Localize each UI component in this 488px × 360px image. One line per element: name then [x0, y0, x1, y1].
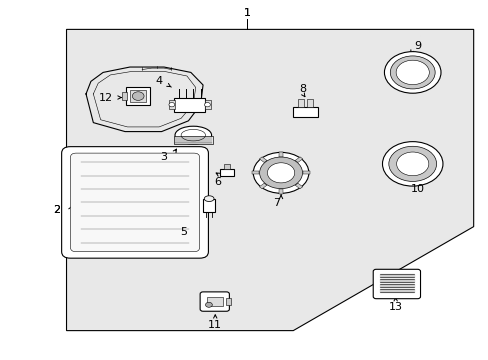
Text: 6: 6: [214, 177, 221, 187]
Bar: [259, 157, 266, 162]
Text: 8: 8: [299, 84, 306, 94]
Circle shape: [384, 51, 440, 93]
Text: 12: 12: [98, 93, 112, 103]
Circle shape: [253, 152, 308, 193]
Bar: [303, 171, 309, 174]
Circle shape: [389, 56, 434, 89]
Text: 5: 5: [180, 227, 187, 237]
Ellipse shape: [175, 126, 211, 144]
Bar: [295, 183, 302, 189]
Bar: [298, 99, 304, 107]
Bar: [220, 168, 233, 176]
Circle shape: [395, 60, 428, 85]
Bar: [130, 90, 146, 102]
Bar: [226, 298, 231, 305]
Bar: [126, 87, 150, 105]
Text: 9: 9: [413, 41, 420, 50]
Bar: [259, 183, 266, 189]
Circle shape: [396, 152, 428, 176]
Bar: [206, 297, 222, 306]
Circle shape: [267, 163, 294, 183]
Text: 1: 1: [243, 8, 250, 18]
Bar: [252, 171, 259, 174]
Bar: [122, 93, 127, 100]
Text: 10: 10: [410, 184, 424, 194]
Circle shape: [132, 92, 144, 100]
Text: 2: 2: [53, 206, 60, 216]
Text: 4: 4: [155, 76, 163, 86]
Circle shape: [382, 141, 442, 186]
Bar: [168, 100, 174, 109]
Bar: [279, 152, 283, 157]
Bar: [223, 164, 230, 168]
Text: 1: 1: [243, 8, 250, 18]
FancyBboxPatch shape: [61, 147, 208, 258]
Circle shape: [388, 146, 436, 181]
Circle shape: [205, 302, 212, 307]
Polygon shape: [66, 30, 473, 330]
Bar: [293, 107, 317, 117]
Text: 11: 11: [208, 320, 222, 330]
Bar: [203, 199, 215, 212]
Circle shape: [168, 103, 174, 107]
Bar: [173, 98, 205, 112]
FancyBboxPatch shape: [372, 269, 420, 299]
Text: 2: 2: [53, 206, 60, 216]
Ellipse shape: [204, 196, 214, 202]
Bar: [173, 136, 212, 144]
FancyBboxPatch shape: [70, 153, 199, 252]
Bar: [205, 100, 211, 109]
Bar: [306, 99, 312, 107]
Bar: [279, 189, 283, 194]
Text: 7: 7: [272, 198, 279, 208]
Text: 3: 3: [160, 152, 167, 162]
Circle shape: [204, 103, 210, 107]
Bar: [295, 157, 302, 162]
FancyBboxPatch shape: [200, 292, 229, 311]
Text: 13: 13: [388, 302, 402, 312]
Circle shape: [259, 157, 302, 189]
